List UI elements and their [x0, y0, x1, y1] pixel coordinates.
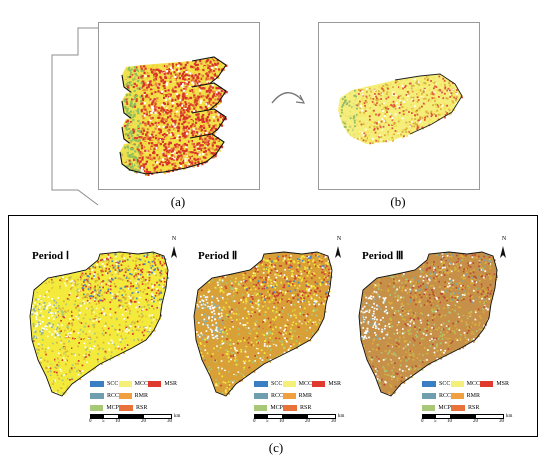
period-map-3: Period Ⅲ — [360, 235, 520, 435]
legend-item: MCP — [422, 405, 451, 411]
legend-item: MCP — [90, 405, 119, 411]
legend-item: RMR — [119, 393, 148, 399]
legend-item: SCC — [422, 381, 451, 387]
north-arrow-icon — [171, 246, 177, 258]
legend-2: SCC MCC MSR RCC RMR MCP RSR — [254, 378, 341, 414]
legend-item: RSR — [451, 405, 480, 411]
legend-item: RCC — [254, 393, 283, 399]
legend-item: MSR — [148, 381, 177, 387]
legend-item: MCP — [254, 405, 283, 411]
legend-item: MCC — [119, 381, 148, 387]
scale-bar-2: 0 5 10 20 30 km — [253, 414, 345, 424]
period-title: Period Ⅱ — [198, 250, 238, 262]
legend-item: MCC — [283, 381, 312, 387]
scale-bar-3: 0 5 10 20 30 km — [421, 414, 513, 424]
caption-b: (b) — [390, 194, 406, 209]
legend-item: RCC — [90, 393, 119, 399]
period-map-2: Period Ⅱ — [195, 235, 355, 435]
legend-item: RSR — [119, 405, 148, 411]
legend-3: SCC MCC MSR RCC RMR MCP RSR — [422, 378, 509, 414]
legend-item: RMR — [283, 393, 312, 399]
legend-item: MSR — [480, 381, 509, 387]
scale-bar-1: 0 5 10 20 30 km — [89, 414, 181, 424]
north-arrow-icon — [500, 246, 506, 258]
legend-1: SCC MCC MSR RCC RMR MCP RSR — [90, 378, 177, 414]
north-arrow-icon — [335, 246, 341, 258]
north-label: N — [501, 236, 507, 242]
period-title: Period Ⅲ — [362, 250, 404, 262]
legend-item: SCC — [254, 381, 283, 387]
legend-item: MCC — [451, 381, 480, 387]
period-map-1: Period Ⅰ — [30, 235, 190, 435]
period-title: Period Ⅰ — [32, 250, 70, 262]
legend-item: RSR — [283, 405, 312, 411]
caption-a: (a) — [170, 194, 186, 209]
legend-item: RMR — [451, 393, 480, 399]
legend-item: RCC — [422, 393, 451, 399]
north-label: N — [171, 236, 177, 242]
caption-c: (c) — [268, 440, 284, 455]
legend-item: SCC — [90, 381, 119, 387]
north-label: N — [336, 236, 342, 242]
legend-item: MSR — [312, 381, 341, 387]
